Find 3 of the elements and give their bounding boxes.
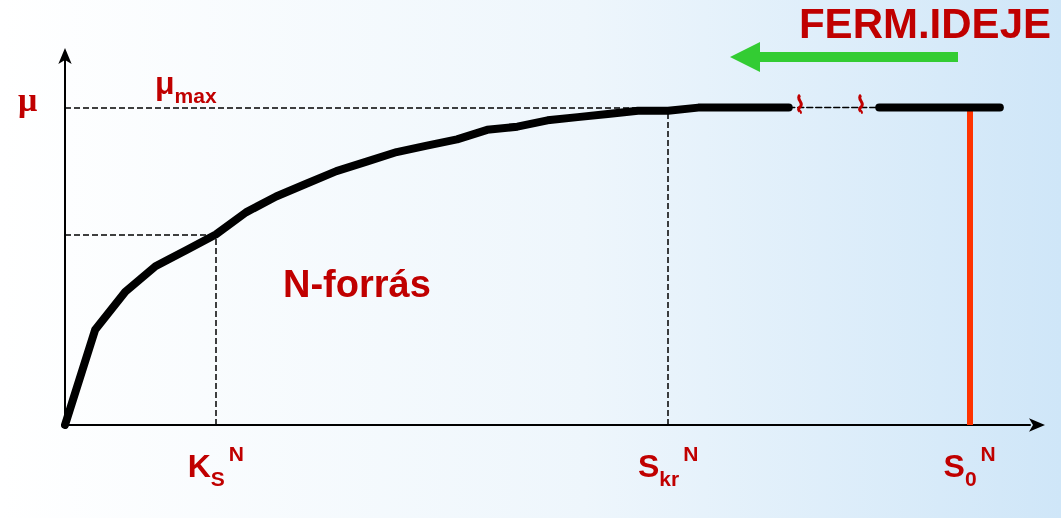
- text: FERM.IDEJE: [798, 0, 1052, 47]
- y-axis-title: μ: [18, 80, 38, 118]
- annotation: N-forrás: [283, 263, 431, 305]
